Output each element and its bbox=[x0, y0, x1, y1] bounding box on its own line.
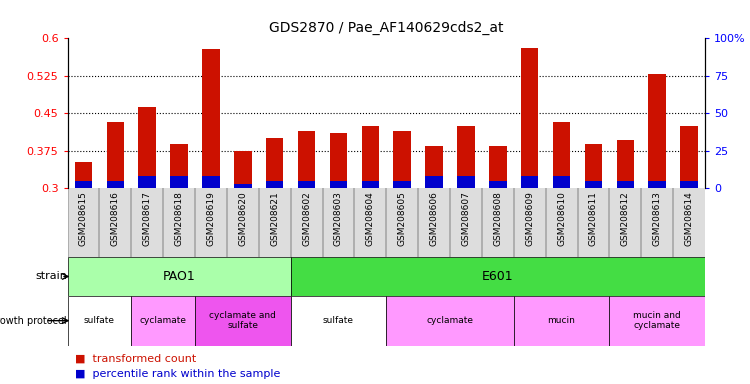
Bar bbox=[521, 48, 538, 188]
Bar bbox=[425, 146, 442, 188]
Text: cyclamate: cyclamate bbox=[140, 316, 187, 325]
Bar bbox=[139, 107, 156, 188]
Text: GSM208619: GSM208619 bbox=[206, 192, 215, 247]
Text: GSM208604: GSM208604 bbox=[366, 192, 375, 247]
Bar bbox=[202, 50, 220, 188]
Bar bbox=[553, 122, 570, 188]
Text: GSM208607: GSM208607 bbox=[461, 192, 470, 247]
Text: mucin and
cyclamate: mucin and cyclamate bbox=[633, 311, 681, 330]
Bar bbox=[585, 181, 602, 188]
Title: GDS2870 / Pae_AF140629cds2_at: GDS2870 / Pae_AF140629cds2_at bbox=[269, 20, 503, 35]
Bar bbox=[170, 144, 188, 188]
Bar bbox=[514, 296, 609, 346]
Text: GSM208621: GSM208621 bbox=[270, 192, 279, 247]
Bar bbox=[202, 176, 220, 188]
Bar bbox=[425, 176, 442, 188]
Text: GSM208609: GSM208609 bbox=[525, 192, 534, 247]
Bar bbox=[68, 257, 291, 296]
Bar bbox=[266, 138, 284, 188]
Bar bbox=[234, 151, 251, 188]
Bar bbox=[170, 176, 188, 188]
Bar bbox=[616, 140, 634, 188]
Text: GSM208612: GSM208612 bbox=[621, 192, 630, 247]
Bar bbox=[330, 181, 347, 188]
Bar bbox=[234, 184, 251, 188]
Text: GSM208616: GSM208616 bbox=[111, 192, 120, 247]
Bar bbox=[291, 257, 705, 296]
Text: sulfate: sulfate bbox=[84, 316, 115, 325]
Text: GSM208614: GSM208614 bbox=[685, 192, 694, 247]
Text: cyclamate and
sulfate: cyclamate and sulfate bbox=[209, 311, 276, 330]
Bar bbox=[195, 296, 291, 346]
Bar bbox=[266, 181, 284, 188]
Text: E601: E601 bbox=[482, 270, 514, 283]
Text: GSM208611: GSM208611 bbox=[589, 192, 598, 247]
Bar bbox=[680, 181, 698, 188]
Bar bbox=[386, 296, 514, 346]
Bar bbox=[106, 181, 124, 188]
Text: strain: strain bbox=[35, 271, 67, 281]
Bar bbox=[298, 131, 315, 188]
Text: ■  transformed count: ■ transformed count bbox=[75, 354, 196, 364]
Text: growth protocol: growth protocol bbox=[0, 316, 67, 326]
Bar bbox=[330, 133, 347, 188]
Bar bbox=[458, 126, 475, 188]
Text: GSM208610: GSM208610 bbox=[557, 192, 566, 247]
Text: GSM208605: GSM208605 bbox=[398, 192, 406, 247]
Bar bbox=[680, 126, 698, 188]
Bar bbox=[521, 176, 538, 188]
Bar bbox=[362, 181, 379, 188]
Text: mucin: mucin bbox=[548, 316, 575, 325]
Bar bbox=[68, 296, 131, 346]
Bar bbox=[291, 296, 386, 346]
Bar bbox=[489, 181, 506, 188]
Text: PAO1: PAO1 bbox=[163, 270, 196, 283]
Bar bbox=[553, 176, 570, 188]
Bar bbox=[394, 131, 411, 188]
Text: GSM208606: GSM208606 bbox=[430, 192, 439, 247]
Text: GSM208617: GSM208617 bbox=[142, 192, 152, 247]
Bar bbox=[585, 144, 602, 188]
Text: ■  percentile rank within the sample: ■ percentile rank within the sample bbox=[75, 369, 280, 379]
Bar bbox=[106, 122, 124, 188]
Bar bbox=[75, 162, 92, 188]
Bar bbox=[458, 176, 475, 188]
Text: GSM208613: GSM208613 bbox=[652, 192, 662, 247]
Bar bbox=[394, 181, 411, 188]
Bar bbox=[649, 74, 666, 188]
Text: GSM208608: GSM208608 bbox=[494, 192, 502, 247]
Bar bbox=[139, 176, 156, 188]
Bar bbox=[298, 181, 315, 188]
Text: sulfate: sulfate bbox=[323, 316, 354, 325]
Text: cyclamate: cyclamate bbox=[427, 316, 473, 325]
Text: GSM208603: GSM208603 bbox=[334, 192, 343, 247]
Bar bbox=[616, 181, 634, 188]
Text: GSM208618: GSM208618 bbox=[175, 192, 184, 247]
Text: GSM208602: GSM208602 bbox=[302, 192, 311, 247]
Bar bbox=[609, 296, 705, 346]
Bar bbox=[75, 181, 92, 188]
Text: GSM208620: GSM208620 bbox=[238, 192, 248, 247]
Bar bbox=[131, 296, 195, 346]
Text: GSM208615: GSM208615 bbox=[79, 192, 88, 247]
Bar bbox=[489, 146, 506, 188]
Bar bbox=[649, 181, 666, 188]
Bar bbox=[362, 126, 379, 188]
